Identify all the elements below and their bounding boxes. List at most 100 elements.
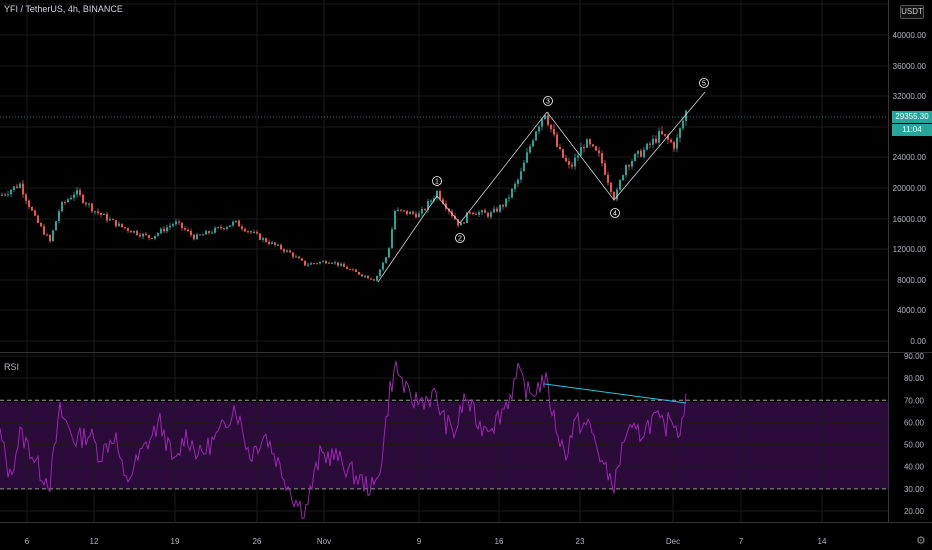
candle-body (190, 231, 192, 235)
gear-icon[interactable]: ⚙ (916, 535, 926, 547)
candle-body (28, 200, 30, 207)
candle-body (154, 235, 156, 239)
candle-body (673, 142, 675, 149)
candle-body (382, 262, 384, 270)
candle-body (484, 210, 486, 213)
time-axis-label: 23 (576, 537, 585, 546)
price-axis-label: 16000.00 (893, 215, 927, 224)
candle-body (529, 146, 531, 153)
wave-marker (699, 78, 709, 88)
candle-body (193, 234, 195, 240)
wave-line (436, 195, 461, 224)
candle-body (133, 230, 135, 233)
candle-body (340, 263, 342, 266)
candle-body (409, 211, 411, 215)
symbol-title: YFI / TetherUS, 4h, BINANCE (4, 4, 123, 14)
candle-body (613, 192, 615, 200)
wave-marker (610, 208, 620, 218)
wave-label: 1 (435, 179, 439, 186)
candle-body (343, 263, 345, 267)
candle-body (538, 126, 540, 132)
candle-body (655, 138, 657, 143)
time-axis-label: 6 (25, 537, 30, 546)
rsi-axis-label: 20.00 (904, 507, 925, 516)
candle-body (430, 200, 432, 202)
candle-body (250, 231, 252, 233)
time-axis-label: 7 (739, 537, 744, 546)
candle-body (4, 194, 6, 196)
candle-body (400, 209, 402, 211)
candle-body (310, 263, 312, 265)
candle-body (322, 261, 324, 263)
candle-body (265, 238, 267, 242)
last-price-tag: 29355.30 (892, 111, 932, 123)
price-axis-label: 4000.00 (897, 306, 926, 315)
candle-body (223, 228, 225, 230)
candle-body (469, 212, 471, 214)
candle-body (262, 238, 264, 240)
candle-body (226, 226, 228, 230)
price-axis-label: 40000.00 (893, 31, 927, 40)
candle-body (556, 134, 558, 147)
candle-body (622, 175, 624, 181)
candle-body (211, 232, 213, 234)
candle-body (418, 213, 420, 218)
candle-body (346, 266, 348, 270)
candle-body (46, 234, 48, 236)
candle-body (181, 222, 183, 229)
candle-body (55, 221, 57, 231)
candle-body (151, 238, 153, 240)
time-axis-label: Dec (666, 537, 680, 546)
candle-body (106, 213, 108, 221)
candle-body (58, 211, 60, 222)
candle-body (490, 212, 492, 217)
candle-body (256, 231, 258, 234)
price-axis-label: 32000.00 (893, 92, 927, 101)
candle-body (325, 261, 327, 264)
candle-body (640, 150, 642, 157)
candle-body (178, 221, 180, 223)
candle-body (139, 234, 141, 237)
candle-body (415, 213, 417, 218)
candle-body (526, 152, 528, 163)
candle-body (85, 202, 87, 205)
candle-body (22, 183, 24, 195)
rsi-indicator-label[interactable]: RSI (4, 362, 20, 372)
candle-body (73, 194, 75, 198)
candle-body (268, 241, 270, 244)
candle-body (157, 233, 159, 236)
candle-body (280, 244, 282, 250)
candle-body (118, 223, 120, 227)
candle-body (283, 249, 285, 252)
candle-body (349, 269, 351, 271)
candle-body (49, 234, 51, 242)
candle-body (547, 115, 549, 125)
candle-body (364, 275, 366, 277)
rsi-axis-label: 50.00 (904, 441, 925, 450)
rsi-axis-label: 90.00 (904, 352, 925, 361)
candle-body (481, 210, 483, 213)
candle-body (442, 199, 444, 204)
candle-body (196, 234, 198, 240)
candle-body (577, 155, 579, 158)
candle-body (517, 179, 519, 184)
candle-body (634, 153, 636, 161)
candle-body (643, 149, 645, 157)
candle-body (541, 119, 543, 127)
candle-body (286, 250, 288, 252)
candle-body (631, 160, 633, 167)
candle-body (460, 222, 462, 226)
candle-body (100, 213, 102, 215)
candle-body (586, 139, 588, 148)
candle-body (295, 256, 297, 258)
candle-body (172, 224, 174, 226)
candle-body (316, 263, 318, 265)
candle-body (166, 227, 168, 232)
wave-label: 4 (613, 211, 617, 218)
candle-body (184, 228, 186, 230)
candle-body (385, 257, 387, 263)
currency-button[interactable]: USDT (900, 5, 924, 19)
candle-body (355, 269, 357, 272)
